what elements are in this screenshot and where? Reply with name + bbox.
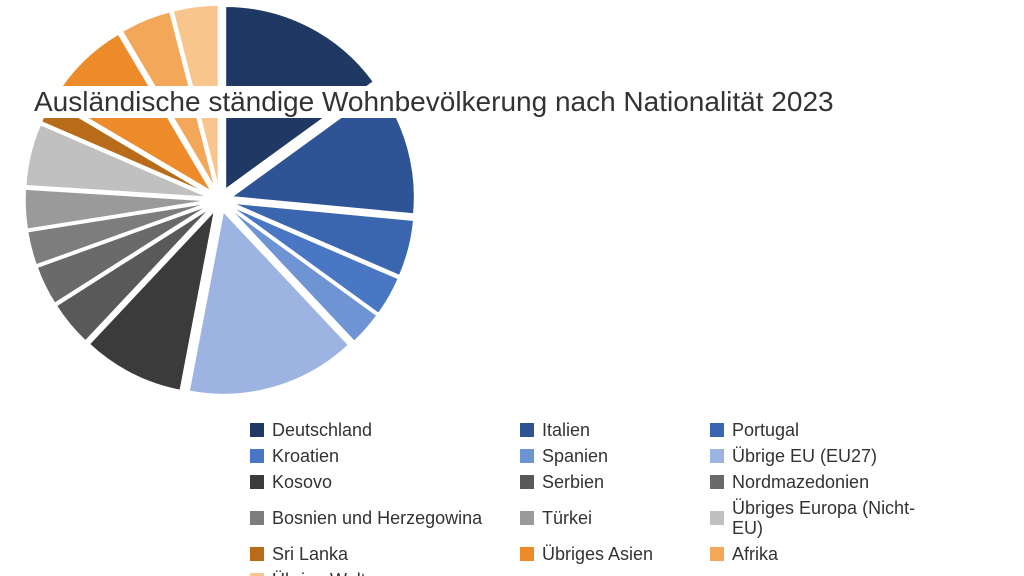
legend-item: Übrige EU (EU27) [710, 446, 930, 466]
legend-item: Bosnien und Herzegowina [250, 498, 510, 538]
legend-item: Übriges Europa (Nicht-EU) [710, 498, 930, 538]
legend-swatch [520, 423, 534, 437]
legend-swatch [520, 511, 534, 525]
legend-item: Nordmazedonien [710, 472, 930, 492]
legend-swatch [520, 449, 534, 463]
legend-item: Italien [520, 420, 700, 440]
legend: Deutschland Italien Portugal Kroatien Spanie… [250, 420, 990, 576]
legend-item: Deutschland [250, 420, 510, 440]
legend-item: Afrika [710, 544, 930, 564]
legend-item: Übrige Welt [250, 570, 510, 576]
legend-label: Deutschland [272, 420, 372, 440]
legend-label: Serbien [542, 472, 604, 492]
legend-label: Übrige EU (EU27) [732, 446, 877, 466]
legend-item: Kroatien [250, 446, 510, 466]
legend-swatch [250, 423, 264, 437]
legend-swatch [250, 449, 264, 463]
chart-stage: Ausländische ständige Wohnbevölkerung na… [0, 0, 1024, 576]
legend-label: Übriges Europa (Nicht-EU) [732, 498, 930, 538]
legend-swatch [710, 475, 724, 489]
legend-label: Nordmazedonien [732, 472, 869, 492]
chart-title: Ausländische ständige Wohnbevölkerung na… [30, 86, 838, 118]
legend-label: Türkei [542, 508, 592, 528]
legend-label: Bosnien und Herzegowina [272, 508, 482, 528]
legend-swatch [710, 449, 724, 463]
legend-item: Serbien [520, 472, 700, 492]
legend-swatch [520, 547, 534, 561]
legend-swatch [710, 547, 724, 561]
legend-label: Portugal [732, 420, 799, 440]
legend-swatch [250, 511, 264, 525]
legend-item: Kosovo [250, 472, 510, 492]
legend-label: Kosovo [272, 472, 332, 492]
legend-swatch [250, 475, 264, 489]
legend-swatch [520, 475, 534, 489]
legend-label: Sri Lanka [272, 544, 348, 564]
legend-label: Übriges Asien [542, 544, 653, 564]
pie-svg [20, 0, 420, 400]
pie-chart [20, 0, 420, 400]
legend-label: Kroatien [272, 446, 339, 466]
legend-item: Spanien [520, 446, 700, 466]
legend-swatch [710, 511, 724, 525]
legend-label: Übrige Welt [272, 570, 366, 576]
legend-label: Italien [542, 420, 590, 440]
legend-swatch [710, 423, 724, 437]
legend-swatch [250, 547, 264, 561]
legend-item: Türkei [520, 498, 700, 538]
legend-label: Afrika [732, 544, 778, 564]
legend-item: Übriges Asien [520, 544, 700, 564]
legend-item: Portugal [710, 420, 930, 440]
legend-item: Sri Lanka [250, 544, 510, 564]
legend-label: Spanien [542, 446, 608, 466]
